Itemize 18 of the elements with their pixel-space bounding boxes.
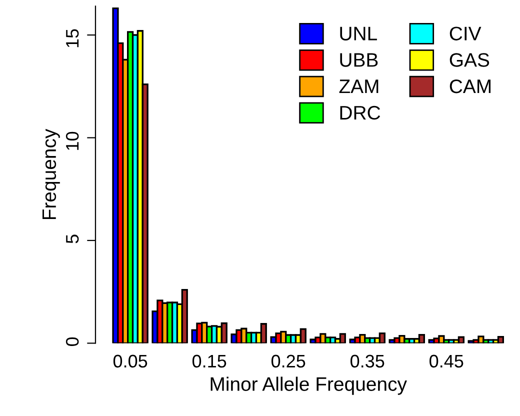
y-tick-label: 5 <box>66 234 79 244</box>
legend-label: CIV <box>450 26 482 40</box>
legend-label: UBB <box>340 53 378 67</box>
y-axis-title: Frequency <box>42 128 60 220</box>
legend-label: CAM <box>450 79 491 94</box>
legend-label: UNL <box>340 26 377 40</box>
x-tick-label: 0.35 <box>350 354 384 368</box>
y-tick-label: 10 <box>66 132 79 150</box>
x-tick-label: 0.15 <box>192 354 226 368</box>
x-tick-label: 0.05 <box>113 354 148 368</box>
legend-label: ZAM <box>339 80 378 94</box>
legend-label: DRC <box>340 106 380 120</box>
x-tick-label: 0.45 <box>430 354 464 368</box>
x-tick-label: 0.25 <box>271 354 306 368</box>
y-tick-label: 15 <box>66 29 79 48</box>
legend-label: GAS <box>450 53 490 67</box>
y-tick-label: 0 <box>66 337 79 346</box>
x-axis-title: Minor Allele Frequency <box>210 376 407 395</box>
